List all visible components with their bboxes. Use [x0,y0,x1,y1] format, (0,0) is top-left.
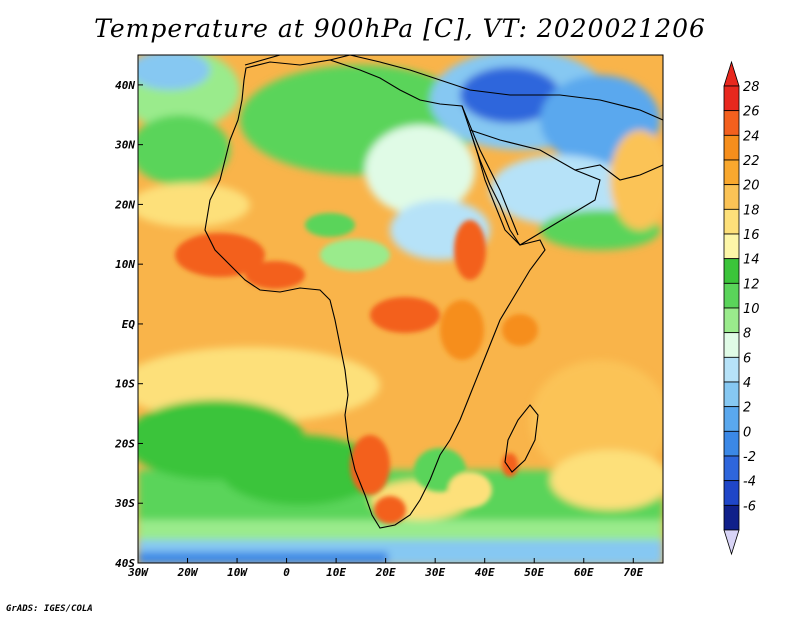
lon-tick-label: 50E [524,566,544,579]
lon-tick-label: 0 [283,566,290,579]
arabia-outline [469,129,601,246]
colorbar-label: 10 [743,302,760,317]
colorbar-label: 4 [743,376,751,391]
colorbar-swatch [723,480,740,506]
colorbar-label: 8 [743,327,751,342]
lat-tick-label: 30N [114,139,135,152]
colorbar-swatch [723,430,740,457]
colorbar-label: 26 [743,105,760,120]
africa-coastline [204,59,546,529]
colorbar-label: 28 [743,80,760,95]
colorbar-label: 20 [743,179,760,194]
mediterranean-north [244,55,663,121]
shaded-field [138,55,663,563]
colorbar-label: 12 [743,277,760,292]
colorbar-top-arrow [723,60,740,87]
lon-tick-label: 20W [177,566,199,579]
map-frame [137,54,664,564]
colorbar-swatch [723,233,740,260]
colorbar-swatch [723,208,740,235]
colorbar-swatch [723,406,740,432]
colorbar-label: 16 [743,228,760,243]
lon-tick-label: 10E [326,566,346,579]
colorbar-bottom-arrow [723,529,740,556]
colorbar-swatch [723,159,740,186]
colorbar-swatch [723,134,740,161]
colorbar-label: -6 [743,499,756,514]
persian-gulf [574,164,663,181]
axis-ticks: 30W 20W 10W 0 10E 20E 30E 40E 50E 60E 70E 40N 30N 20N… [114,79,643,579]
colorbar-label: 22 [743,154,760,169]
grads-credit: GrADS: IGES/COLA [6,604,93,614]
colorbar-label: 14 [743,253,760,268]
colorbar-label: -2 [743,450,756,465]
madagascar-outline [504,404,539,473]
lon-tick-label: 30W [127,566,149,579]
colorbar-label: 24 [743,129,760,144]
lon-tick-label: 30E [424,566,445,579]
colorbar-swatch [723,258,740,284]
colorbar-label: 6 [743,351,751,366]
colorbar-swatch [723,332,740,358]
lon-tick-label: 70E [623,566,643,579]
colorbar-label: -4 [743,475,756,490]
colorbar-swatch [723,381,740,408]
colorbar-label: 0 [743,425,751,440]
lat-tick-label: 10S [115,378,135,391]
lat-tick-label: 20N [114,198,135,211]
lat-tick-label: 40N [115,79,135,92]
colorbar-label: 18 [743,203,760,218]
colorbar-swatch [723,356,740,383]
colorbar-swatch [723,504,740,531]
colorbar-swatch [723,282,740,309]
lon-tick-label: 60E [574,566,594,579]
lon-tick-label: 20E [375,566,396,579]
colorbar-swatch [723,110,740,136]
lat-tick-label: 30S [114,497,135,510]
colorbar-swatch [723,307,740,334]
coastlines [204,55,663,529]
colorbar-label: 2 [743,401,751,416]
colorbar-swatch [723,85,740,112]
lon-tick-label: 10W [227,566,248,579]
lat-tick-label: 40S [115,557,135,570]
map-title: Temperature at 900hPa [C], VT: 202002120… [94,14,706,43]
lat-tick-label: 10N [115,258,135,271]
lat-tick-label: 20S [114,437,135,450]
colorbar-swatch [723,184,740,210]
red-sea [461,105,519,236]
lat-tick-label: EQ [122,318,136,331]
colorbar-swatch [723,455,740,482]
lon-tick-label: 40E [475,566,495,579]
